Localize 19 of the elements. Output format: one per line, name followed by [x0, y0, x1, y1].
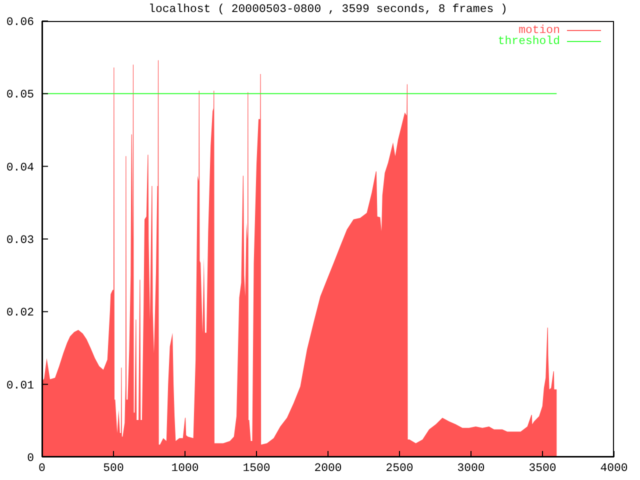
- y-tick-label: 0.02: [6, 306, 34, 320]
- chart-title: localhost ( 20000503-0800 , 3599 seconds, 8 frames ): [148, 3, 508, 17]
- y-tick-label: 0.03: [6, 234, 34, 248]
- x-tick-label: 3000: [457, 462, 485, 476]
- legend-label: threshold: [498, 35, 560, 48]
- x-tick-label: 0: [38, 462, 46, 476]
- y-tick-label: 0.04: [6, 161, 34, 174]
- y-tick-label: 0: [27, 452, 34, 466]
- y-tick-label: 0.06: [6, 16, 34, 30]
- x-tick-label: 4000: [600, 462, 628, 476]
- x-tick-label: 2000: [314, 462, 342, 476]
- y-tick-label: 0.01: [6, 379, 34, 392]
- x-tick-label: 3500: [528, 462, 556, 476]
- legend-label: motion: [518, 24, 560, 37]
- x-tick-label: 1000: [171, 462, 199, 476]
- y-tick-label: 0.05: [6, 88, 34, 102]
- x-tick-label: 500: [103, 462, 124, 476]
- x-tick-label: 1500: [242, 462, 270, 476]
- x-tick-label: 2500: [386, 462, 414, 476]
